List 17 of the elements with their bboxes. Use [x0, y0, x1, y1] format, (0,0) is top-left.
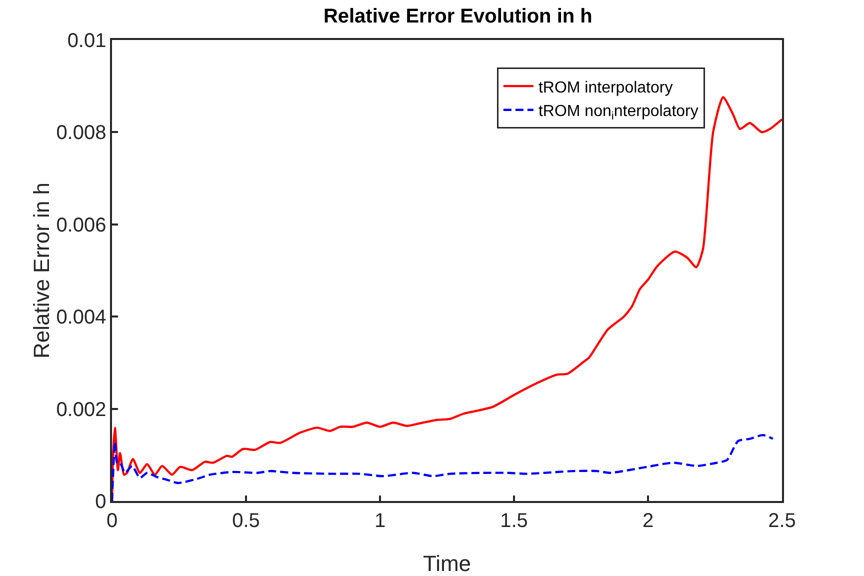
x-tick-label: 0.5 [232, 510, 260, 532]
x-tick-label: 2.5 [768, 510, 796, 532]
x-axis-title: Time [422, 551, 472, 576]
legend-label: tROM non$_{i}$nterpolatory [538, 103, 698, 122]
y-tick-label: 0.004 [56, 306, 106, 329]
y-tick-label: 0.006 [56, 214, 106, 236]
y-tick-label: 0.01 [67, 30, 106, 52]
x-tick-label: 1 [374, 510, 386, 532]
chart-title: Relative Error Evolution in h [323, 6, 592, 28]
y-axis-title: Relative Error in h [29, 182, 54, 359]
line-series [112, 434, 774, 501]
legend-label: tROM interpolatory [538, 79, 673, 96]
y-tick-label: 0.008 [56, 122, 106, 144]
x-tick-label: 1.5 [500, 510, 528, 532]
y-tick-label: 0.002 [56, 398, 106, 421]
y-tick-label: 0 [95, 491, 106, 513]
x-tick-label: 2 [642, 510, 654, 532]
